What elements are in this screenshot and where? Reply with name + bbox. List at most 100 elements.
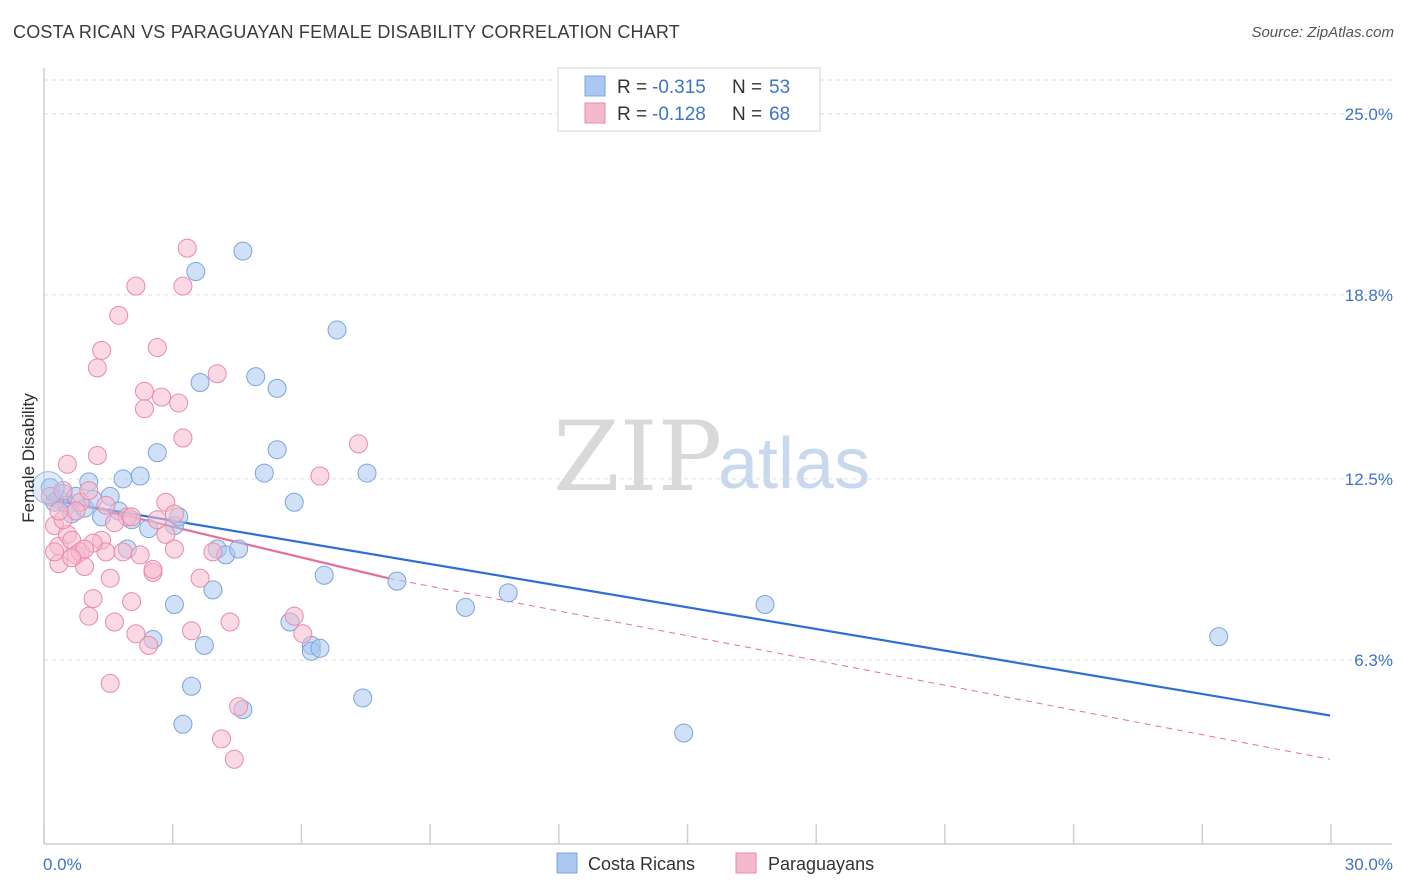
axes (43, 68, 1392, 845)
paraguayans-point-6 (57, 454, 77, 474)
costa-ricans-point-42 (314, 565, 334, 585)
costa-ricans-point-49 (674, 723, 694, 743)
costa-ricans-point-41 (310, 638, 330, 658)
paraguayans-point-28 (126, 624, 146, 644)
paraguayans-point-14 (83, 589, 103, 609)
paraguayans-point-62 (130, 545, 150, 565)
costa-ricans-point-33 (246, 367, 266, 387)
y-axis-label: Female Disability (19, 393, 38, 523)
costa-ricans-point-38 (284, 492, 304, 512)
costa-ricans-point-51 (1209, 627, 1229, 647)
paraguayans-point-53 (310, 466, 330, 486)
legend-n-label-1: N = (732, 77, 767, 98)
costa-ricans-point-27 (203, 580, 223, 600)
paraguayans-point-48 (220, 612, 240, 632)
costa-ricans-point-45 (357, 463, 377, 483)
costa-ricans-cluster-point (31, 471, 65, 505)
costa-ricans-point-25 (190, 373, 210, 393)
paraguayans-point-40 (173, 428, 193, 448)
legend-n-value-2: 68 (769, 104, 790, 125)
paraguayans-point-26 (122, 592, 142, 612)
watermark-atlas: atlas (718, 424, 870, 504)
paraguayans-point-15 (87, 358, 107, 378)
paraguayans-point-47 (211, 729, 231, 749)
paraguayans-point-56 (66, 501, 86, 521)
paraguayans-point-17 (92, 340, 112, 360)
legend-box: R = -0.315 N = 53 R = -0.128 N = 68 (557, 67, 821, 132)
paraguayans-point-34 (147, 337, 167, 357)
y-tick-label-3: 25.0% (1345, 105, 1393, 124)
paraguayans-point-44 (190, 568, 210, 588)
x-tick-label-0: 0.0% (43, 855, 82, 874)
paraguayans-point-27 (126, 276, 146, 296)
watermark-zip: ZIP (553, 401, 722, 513)
costa-ricans-point-43 (327, 320, 347, 340)
y-tick-label-0: 6.3% (1354, 651, 1393, 670)
bottom-legend: Costa Ricans Paraguayans (556, 852, 874, 874)
paraguayans-point-24 (113, 542, 133, 562)
paraguayans-point-59 (45, 542, 65, 562)
costa-ricans-point-50 (755, 594, 775, 614)
costa-ricans-point-17 (147, 443, 167, 463)
paraguayans-point-45 (203, 542, 223, 562)
costa-ricans-trend-line (45, 498, 1331, 717)
paraguayans-point-36 (156, 524, 176, 544)
paraguayans-point-43 (182, 621, 202, 641)
paraguayans-point-51 (284, 606, 304, 626)
paraguayans-point-23 (109, 305, 129, 325)
bottom-legend-paraguayans: Paraguayans (768, 854, 874, 874)
bottom-legend-swatch-paraguayans (735, 852, 757, 874)
paraguayans-point-42 (177, 238, 197, 258)
costa-ricans-point-34 (254, 463, 274, 483)
bottom-legend-swatch-costa-ricans (556, 852, 578, 874)
costa-ricans-point-48 (498, 583, 518, 603)
y-tick-label-2: 18.8% (1345, 286, 1393, 305)
trend-lines (45, 495, 1331, 760)
data-points (31, 238, 1229, 769)
paraguayans-point-65 (147, 510, 167, 530)
costa-ricans-point-26 (194, 635, 214, 655)
costa-ricans-point-35 (267, 378, 287, 398)
paraguayans-point-21 (100, 673, 120, 693)
paraguayans-point-16 (87, 446, 107, 466)
costa-ricans-point-31 (233, 241, 253, 261)
paraguayans-point-64 (96, 495, 116, 515)
legend-r-label-2: R = (617, 104, 652, 125)
paraguayans-point-31 (139, 635, 159, 655)
paraguayans-point-41 (173, 276, 193, 296)
legend-r-value-1: -0.315 (652, 77, 706, 98)
legend-r-value-2: -0.128 (652, 104, 706, 125)
paraguayans-point-39 (169, 393, 189, 413)
y-tick-label-1: 12.5% (1345, 470, 1393, 489)
paraguayans-point-30 (134, 399, 154, 419)
legend-n-label-2: N = (732, 104, 767, 125)
grid-lines (44, 79, 1392, 661)
costa-ricans-point-44 (353, 688, 373, 708)
paraguayans-point-66 (164, 539, 184, 559)
paraguayans-point-67 (49, 501, 69, 521)
legend-r-label-1: R = (617, 77, 652, 98)
legend-swatch-paraguayans (584, 102, 606, 124)
chart-title: COSTA RICAN VS PARAGUAYAN FEMALE DISABIL… (13, 22, 681, 42)
paraguayans-trend-line-extended (388, 577, 1331, 760)
costa-ricans-point-46 (387, 571, 407, 591)
x-tick-label-1: 30.0% (1345, 855, 1393, 874)
costa-ricans-point-23 (182, 676, 202, 696)
costa-ricans-point-30 (229, 539, 249, 559)
costa-ricans-point-22 (173, 714, 193, 734)
paraguayans-point-52 (293, 624, 313, 644)
costa-ricans-point-24 (186, 262, 206, 282)
paraguayans-point-22 (104, 612, 124, 632)
tick-labels: 6.3% 12.5% 18.8% 25.0% 0.0% 30.0% (43, 105, 1393, 874)
costa-ricans-point-12 (113, 469, 133, 489)
costa-ricans-point-15 (130, 466, 150, 486)
paraguayans-point-61 (104, 513, 124, 533)
paraguayans-point-49 (224, 749, 244, 769)
paraguayans-point-13 (79, 606, 99, 626)
paraguayans-point-58 (122, 507, 142, 527)
paraguayans-point-33 (143, 559, 163, 579)
legend-swatch-costa-ricans (584, 75, 606, 97)
source-note: Source: ZipAtlas.com (1251, 24, 1394, 41)
costa-ricans-point-47 (455, 597, 475, 617)
